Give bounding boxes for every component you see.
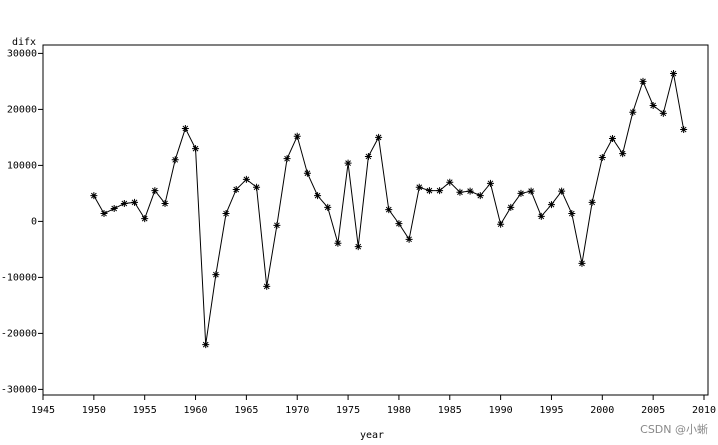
x-tick-label: 2000 <box>590 405 614 416</box>
marker <box>446 178 454 186</box>
marker <box>151 187 159 195</box>
y-tick-label: -30000 <box>1 384 37 395</box>
marker <box>405 235 413 243</box>
y-tick-label: 10000 <box>7 160 37 171</box>
y-tick-label: -20000 <box>1 328 37 339</box>
marker <box>395 220 403 228</box>
marker <box>242 175 250 183</box>
marker <box>202 341 210 349</box>
y-tick-label: -10000 <box>1 272 37 283</box>
marker <box>303 169 311 177</box>
marker <box>476 192 484 200</box>
marker <box>232 185 240 193</box>
x-tick-label: 2005 <box>641 405 665 416</box>
marker <box>507 203 515 211</box>
marker <box>527 187 535 195</box>
marker <box>619 150 627 158</box>
marker <box>568 210 576 218</box>
marker <box>334 239 342 247</box>
y-axis-label: difx <box>12 37 36 48</box>
marker <box>222 210 230 218</box>
marker <box>659 109 667 117</box>
marker <box>497 220 505 228</box>
marker <box>293 132 301 140</box>
x-tick-label: 1980 <box>387 405 411 416</box>
x-tick-label: 1970 <box>285 405 309 416</box>
marker <box>100 210 108 218</box>
x-tick-label: 2010 <box>692 405 716 416</box>
marker <box>90 192 98 200</box>
marker <box>669 70 677 78</box>
x-tick-label: 1950 <box>82 405 106 416</box>
marker <box>547 201 555 209</box>
marker <box>598 154 606 162</box>
marker <box>680 126 688 134</box>
marker <box>466 187 474 195</box>
marker <box>588 198 596 206</box>
x-tick-label: 1990 <box>489 405 513 416</box>
marker <box>324 203 332 211</box>
y-tick-label: 30000 <box>7 48 37 59</box>
marker <box>212 271 220 279</box>
y-tick-label: 20000 <box>7 104 37 115</box>
marker <box>608 135 616 143</box>
marker <box>629 108 637 116</box>
plot-frame <box>42 44 709 396</box>
marker <box>273 221 281 229</box>
watermark: CSDN @小蜥 <box>640 423 708 436</box>
marker <box>171 156 179 164</box>
marker <box>161 199 169 207</box>
x-axis-label: year <box>360 430 384 441</box>
marker <box>385 206 393 214</box>
marker <box>131 198 139 206</box>
marker <box>110 205 118 213</box>
x-tick-label: 1965 <box>234 405 258 416</box>
marker <box>181 124 189 132</box>
x-tick-label: 1995 <box>539 405 563 416</box>
marker <box>639 77 647 85</box>
marker <box>283 155 291 163</box>
marker <box>120 199 128 207</box>
marker <box>354 243 362 251</box>
marker <box>375 133 383 141</box>
x-tick-label: 1985 <box>438 405 462 416</box>
marker <box>192 145 200 153</box>
marker <box>517 189 525 197</box>
x-tick-label: 1960 <box>183 405 207 416</box>
x-tick-label: 1955 <box>133 405 157 416</box>
marker <box>456 188 464 196</box>
marker <box>364 152 372 160</box>
marker <box>558 187 566 195</box>
marker <box>314 192 322 200</box>
marker <box>425 187 433 195</box>
y-tick-label: 0 <box>31 216 37 227</box>
x-tick-label: 1945 <box>31 405 55 416</box>
marker <box>141 215 149 223</box>
marker <box>436 187 444 195</box>
marker <box>344 159 352 167</box>
x-tick-label: 1975 <box>336 405 360 416</box>
marker <box>253 183 261 191</box>
marker <box>415 183 423 191</box>
marker <box>578 259 586 267</box>
marker <box>486 179 494 187</box>
marker <box>263 282 271 290</box>
marker <box>537 212 545 220</box>
marker <box>649 101 657 109</box>
